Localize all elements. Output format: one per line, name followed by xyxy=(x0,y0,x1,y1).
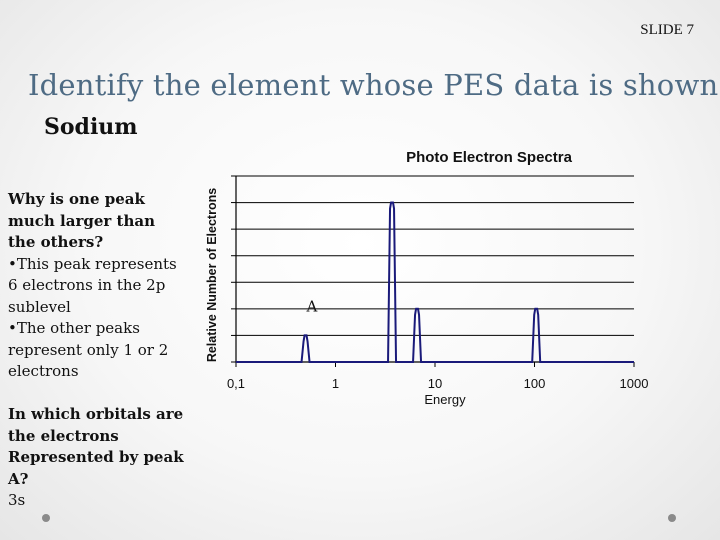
pes-chart: 0,1 1 10 100 1000 Photo Electron Spectra Energ… xyxy=(196,128,720,420)
decorative-dot-right xyxy=(668,514,676,522)
answer-peak-a: 3s xyxy=(8,491,26,509)
answer-text: Sodium xyxy=(44,114,138,140)
x-tick-label-4: 1000 xyxy=(620,376,649,391)
peak-annotation-0: A xyxy=(306,297,318,315)
y-axis-label: Relative Number of Electrons xyxy=(205,188,219,362)
x-axis-label: Energy xyxy=(424,392,466,407)
x-tick-label-0: 0,1 xyxy=(227,376,245,391)
explanation-block: Why is one peak much larger than the oth… xyxy=(8,189,186,383)
x-tick-label-2: 10 xyxy=(428,376,442,391)
question-larger-peak: Why is one peak much larger than the oth… xyxy=(8,190,155,251)
bullet-other-peaks: •The other peaks represent only 1 or 2 e… xyxy=(8,319,169,380)
question-peak-a: In which orbitals are the electrons Repr… xyxy=(8,405,184,488)
x-tick-label-3: 100 xyxy=(524,376,546,391)
pes-chart-svg: 0,1 1 10 100 1000 Photo Electron Spectra Energ… xyxy=(205,149,649,407)
chart-title: Photo Electron Spectra xyxy=(406,149,573,166)
x-tick-label-1: 1 xyxy=(332,376,339,391)
slide-number: SLIDE 7 xyxy=(640,22,694,38)
bullet-2p-peak: •This peak represents 6 electrons in the… xyxy=(8,254,177,316)
slide-title: Identify the element whose PES data is s… xyxy=(28,68,719,102)
decorative-dot-left xyxy=(42,514,50,522)
question-block: In which orbitals are the electrons Repr… xyxy=(8,404,186,512)
